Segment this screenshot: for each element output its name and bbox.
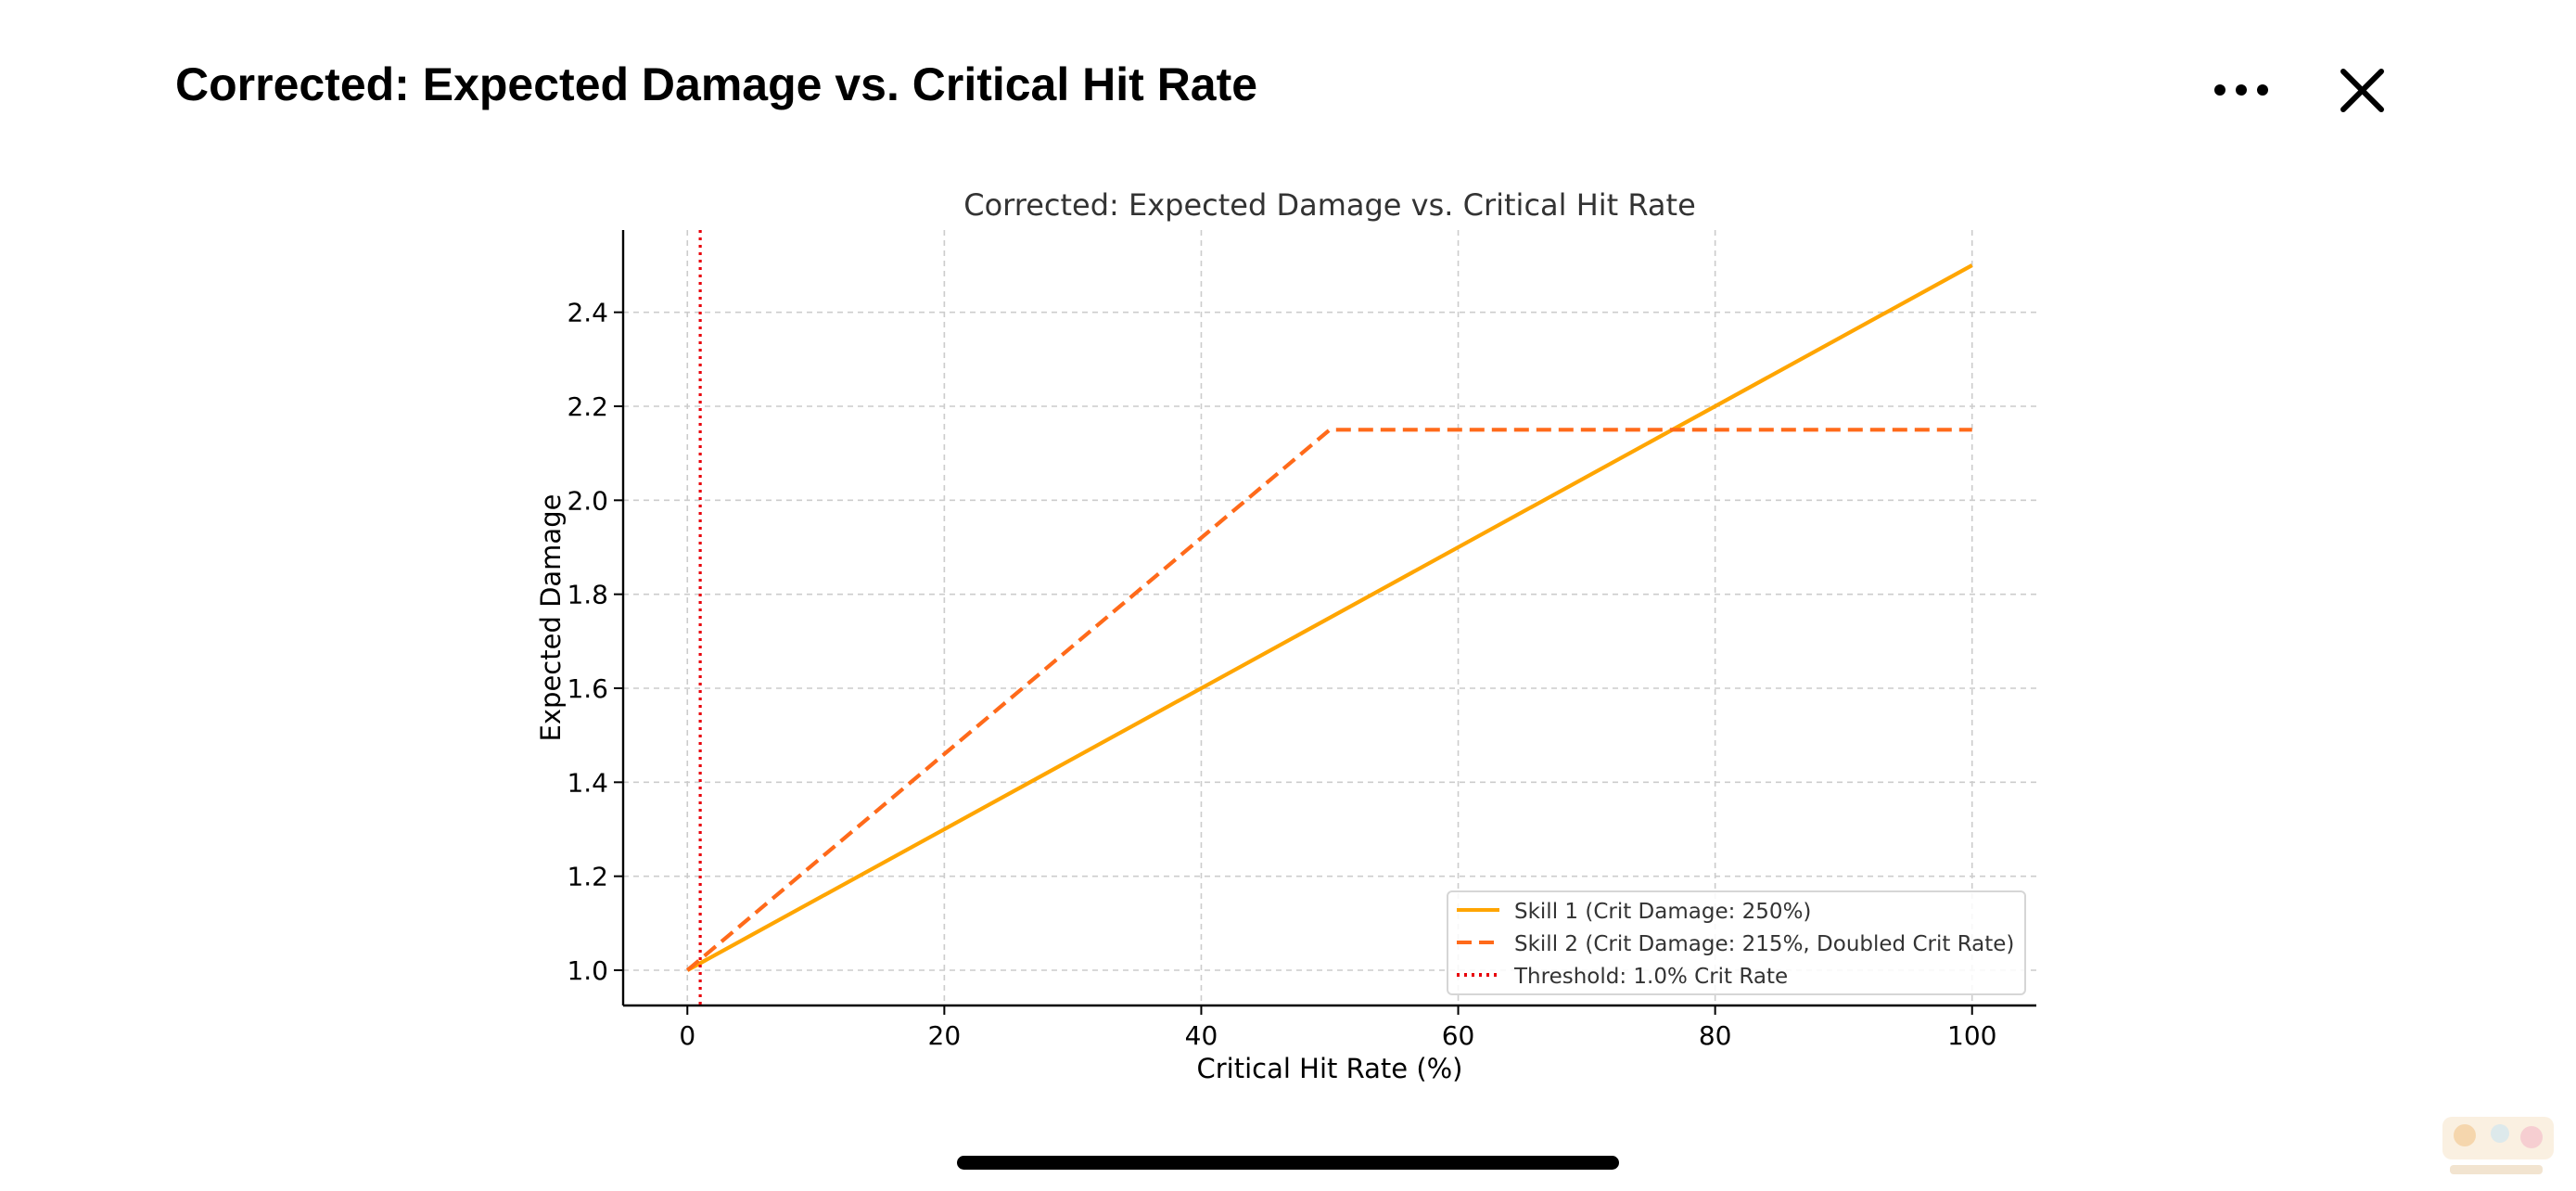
y-axis-label: Expected Damage <box>535 494 567 742</box>
close-button[interactable] <box>2332 60 2392 121</box>
site-logo-watermark <box>2439 1111 2569 1185</box>
y-tick-label: 2.0 <box>567 485 608 516</box>
x-tick-label: 100 <box>1947 1020 1996 1051</box>
x-tick-label: 0 <box>679 1020 695 1051</box>
y-tick-label: 1.4 <box>567 767 608 798</box>
legend-box <box>1447 890 2026 995</box>
series-line-1 <box>686 263 1973 972</box>
x-tick-label: 60 <box>1442 1020 1475 1051</box>
y-tick-label: 1.2 <box>567 862 608 892</box>
legend-label: Skill 2 (Crit Damage: 215%, Doubled Crit… <box>1514 932 2014 956</box>
x-tick-label: 40 <box>1185 1020 1218 1051</box>
legend-label: Skill 1 (Crit Damage: 250%) <box>1514 900 1811 924</box>
y-tick-label: 1.8 <box>567 580 608 610</box>
y-tick-label: 2.4 <box>567 298 608 328</box>
home-indicator[interactable] <box>957 1156 1619 1170</box>
y-tick-label: 1.0 <box>567 955 608 986</box>
y-tick-label: 1.6 <box>567 673 608 704</box>
page-title: Corrected: Expected Damage vs. Critical … <box>175 58 1258 110</box>
x-tick-label: 20 <box>928 1020 962 1051</box>
x-axis-label: Critical Hit Rate (%) <box>1197 1053 1463 1084</box>
more-button[interactable] <box>2209 65 2274 116</box>
x-tick-label: 80 <box>1699 1020 1732 1051</box>
legend-label: Threshold: 1.0% Crit Rate <box>1513 965 1788 989</box>
more-horizontal-icon <box>2214 84 2268 96</box>
close-icon <box>2340 69 2384 112</box>
series-line-2 <box>685 428 1972 972</box>
chart-title: Corrected: Expected Damage vs. Critical … <box>963 187 1696 223</box>
y-tick-label: 2.2 <box>567 391 608 422</box>
